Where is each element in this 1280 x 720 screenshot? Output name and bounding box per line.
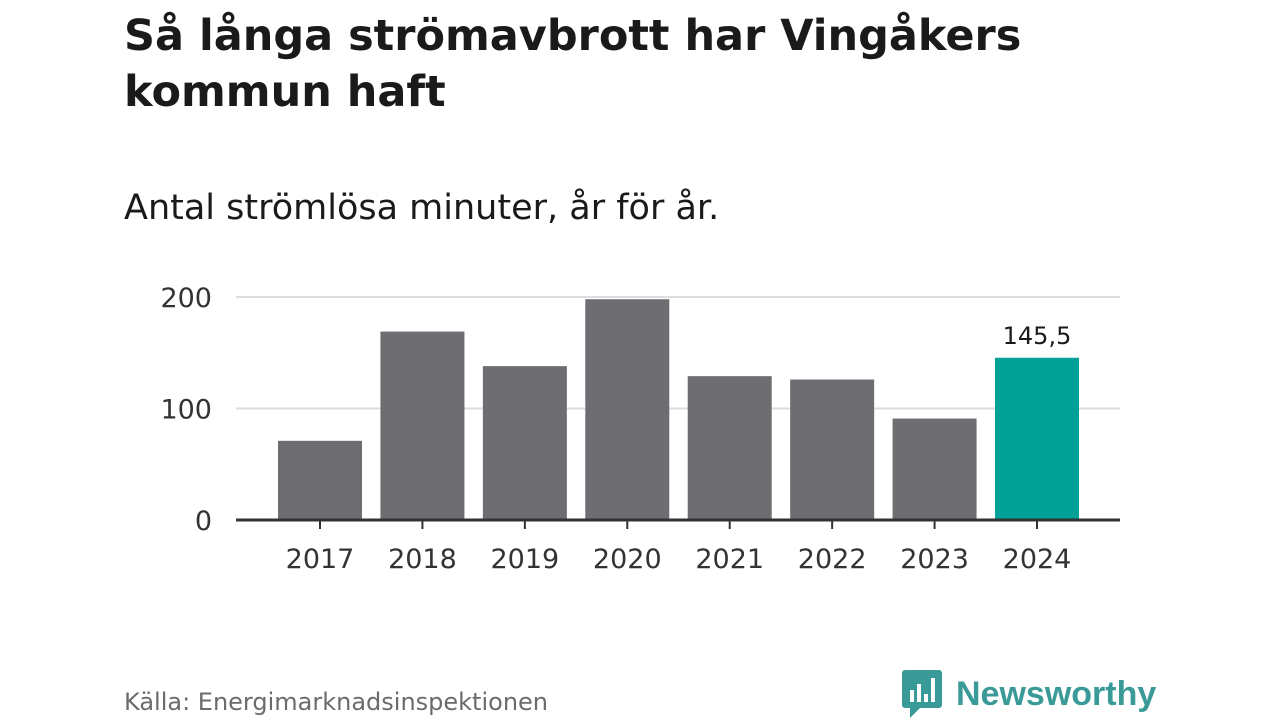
bar-2018 <box>380 331 465 520</box>
x-tick-label-2023: 2023 <box>900 544 969 575</box>
bar-2020 <box>585 299 670 520</box>
y-tick-label-100: 100 <box>160 395 212 426</box>
bars <box>278 299 1080 520</box>
source-note: Källa: Energimarknadsinspektionen <box>124 688 549 716</box>
bar-chart-logo-icon <box>902 670 942 718</box>
x-tick-label-2021: 2021 <box>695 544 764 575</box>
bar-2023 <box>892 418 977 520</box>
y-tick-label-200: 200 <box>160 283 212 314</box>
x-tick-label-2022: 2022 <box>798 544 867 575</box>
x-tick-label-2019: 2019 <box>491 544 560 575</box>
x-axis <box>236 518 1120 529</box>
y-tick-label-0: 0 <box>195 506 212 537</box>
chart-title: Så långa strömavbrott har Vingåkers komm… <box>124 11 1022 117</box>
gridlines <box>236 296 1120 410</box>
bar-2017 <box>278 440 362 520</box>
brand-name: Newsworthy <box>956 675 1157 713</box>
bar-2021 <box>687 376 772 520</box>
data-label-2024: 145,5 <box>1003 322 1072 350</box>
bar-2019 <box>482 366 567 520</box>
labels: 0 100 200 2017 2018 2019 2020 2021 2022 2023 2024 1… <box>160 283 1071 575</box>
x-tick-label-2020: 2020 <box>593 544 662 575</box>
x-tick-label-2017: 2017 <box>286 544 355 575</box>
chart-subtitle: Antal strömlösa minuter, år för år. <box>124 188 720 228</box>
brand-logo: Newsworthy <box>902 670 1156 718</box>
bar-2022 <box>790 379 875 520</box>
bar-2024 <box>995 357 1080 520</box>
x-tick-label-2024: 2024 <box>1003 544 1072 575</box>
x-tick-label-2018: 2018 <box>388 544 457 575</box>
bar-chart: 0 100 200 2017 2018 2019 2020 2021 2022 2023 2024 1… <box>160 283 1120 575</box>
